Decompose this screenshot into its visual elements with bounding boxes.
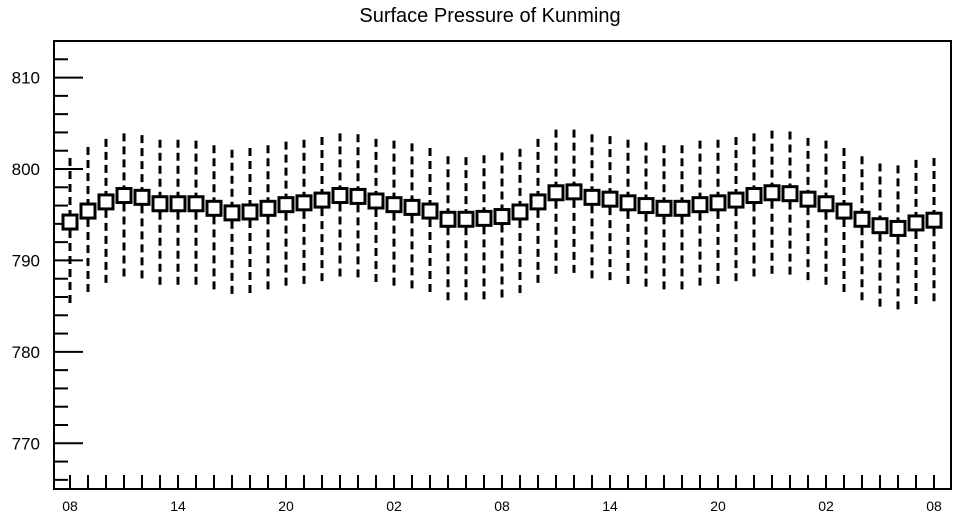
data-series [61,129,943,310]
data-point-marker [511,203,529,221]
data-point-marker [583,188,601,206]
data-point-marker [187,195,205,213]
data-point-marker [799,190,817,208]
data-point-marker [403,198,421,216]
x-tick-label: 20 [710,498,726,514]
data-point-marker [655,199,673,217]
y-tick-label: 800 [12,160,40,179]
data-point-marker [385,196,403,214]
data-point-marker [439,210,457,228]
data-point-marker [61,213,79,231]
data-point-marker [97,193,115,211]
data-point-marker [151,195,169,213]
data-point-marker [259,199,277,217]
x-tick-label: 14 [170,498,186,514]
y-tick-label: 780 [12,343,40,362]
x-axis: 08 14 20 02 08 14 20 02 08 [62,475,942,514]
data-point-marker [601,190,619,208]
data-point-marker [565,183,583,201]
x-tick-label: 02 [818,498,834,514]
x-tick-label: 14 [602,498,618,514]
y-tick-label: 770 [12,434,40,453]
data-point-marker [853,210,871,228]
data-point-marker [295,194,313,212]
data-point-marker [115,187,133,205]
data-point-marker [745,187,763,205]
x-tick-label: 08 [494,498,510,514]
data-point-marker [709,194,727,212]
data-point-marker [223,204,241,222]
data-point-marker [871,217,889,235]
data-point-marker [349,187,367,205]
data-point-marker [907,214,925,232]
data-point-marker [619,194,637,212]
data-point-marker [673,199,691,217]
data-point-marker [529,193,547,211]
data-point-marker [79,202,97,220]
x-tick-label: 08 [926,498,942,514]
data-point-marker [367,192,385,210]
x-tick-label: 02 [386,498,402,514]
data-point-marker [169,195,187,213]
y-tick-label: 790 [12,251,40,270]
data-point-marker [691,196,709,214]
data-point-marker [547,184,565,202]
data-point-marker [313,191,331,209]
data-point-marker [493,208,511,226]
data-point-marker [817,195,835,213]
data-point-marker [133,188,151,206]
data-point-marker [637,197,655,215]
x-tick-label: 08 [62,498,78,514]
data-point-marker [925,211,943,229]
data-point-marker [277,196,295,214]
chart-title: Surface Pressure of Kunming [359,5,620,27]
data-point-marker [205,199,223,217]
data-point-marker [457,210,475,228]
data-point-marker [475,209,493,227]
x-tick-label: 20 [278,498,294,514]
data-point-marker [727,191,745,209]
data-point-marker [781,185,799,203]
data-point-marker [763,184,781,202]
data-point-marker [241,203,259,221]
data-point-marker [889,219,907,237]
y-axis: 770 780 790 800 810 [12,58,83,481]
data-point-marker [835,202,853,220]
y-tick-label: 810 [12,69,40,88]
data-point-marker [421,202,439,220]
data-point-marker [331,187,349,205]
